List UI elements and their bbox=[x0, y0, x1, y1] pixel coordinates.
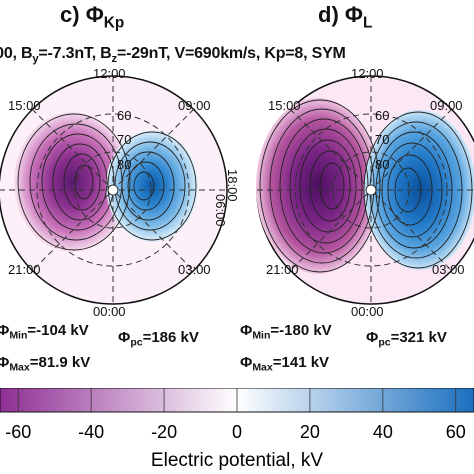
conditions-prefix: :00, B bbox=[0, 45, 33, 62]
panel-d-lat-80: 80 bbox=[375, 157, 390, 172]
panel-d-mlt-00: 00:00 bbox=[351, 304, 384, 319]
panel-c-mlt-00: 00:00 bbox=[93, 304, 126, 319]
panel-c-phi-pc: Φpc=186 kV bbox=[118, 329, 199, 349]
panel-d-subscript: L bbox=[362, 14, 373, 32]
colorbar-tick-label: 20 bbox=[300, 422, 320, 442]
panel-d-label: d) bbox=[318, 2, 339, 27]
panel-d-mlt-15: 15:00 bbox=[268, 98, 301, 113]
bz-subscript: z bbox=[111, 52, 118, 65]
colorbar-tick-label: -60 bbox=[5, 422, 31, 442]
panel-c-mlt-09: 09:00 bbox=[178, 98, 211, 113]
by-value: =-7.3nT, B bbox=[38, 45, 112, 62]
panel-c-lat-80: 80 bbox=[117, 157, 132, 172]
panel-c-mlt-15: 15:00 bbox=[8, 98, 41, 113]
panel-d-phi-min: ΦMin=-180 kV bbox=[240, 322, 332, 342]
panel-c-mlt-03: 03:00 bbox=[178, 262, 211, 277]
panel-c-mlt-18: 18:00 bbox=[225, 169, 240, 202]
panel-d-lat-70: 70 bbox=[375, 132, 390, 147]
panel-c-symbol: Φ bbox=[85, 2, 104, 27]
panel-d-phi-max: ΦMax=141 kV bbox=[240, 354, 330, 374]
panel-c-positive-cell bbox=[106, 130, 198, 242]
colorbar-tick-label: 60 bbox=[446, 422, 466, 442]
panel-d-mlt-12: 12:00 bbox=[351, 66, 384, 81]
colorbar-tick-label: 40 bbox=[373, 422, 393, 442]
colorbar-tick-label: -40 bbox=[78, 422, 104, 442]
panel-d-mlt-03: 03:00 bbox=[432, 262, 465, 277]
panel-d-symbol: Φ bbox=[344, 2, 363, 27]
panel-d-mlt-09: 09:00 bbox=[430, 98, 463, 113]
colorbar-tick-label: -20 bbox=[151, 422, 177, 442]
panel-d-plot bbox=[256, 75, 474, 305]
panel-c-mlt-12: 12:00 bbox=[93, 66, 126, 81]
panel-c-negative-cell bbox=[14, 112, 130, 252]
panel-c-lat-60: 60 bbox=[117, 108, 132, 123]
by-subscript: y bbox=[32, 52, 39, 65]
panel-c-subscript: Kp bbox=[103, 14, 125, 32]
panel-c-phi-max: ΦMax=81.9 kV bbox=[0, 354, 91, 374]
panel-d-mlt-21: 21:00 bbox=[266, 262, 299, 277]
panel-c-mlt-21: 21:00 bbox=[8, 262, 41, 277]
panel-d-title: d) ΦL bbox=[318, 2, 372, 32]
colorbar-ticks: -60 -40 -20 0 20 40 60 bbox=[5, 388, 466, 442]
panel-c-label: c) bbox=[60, 2, 80, 27]
solar-wind-conditions: :00, By=-7.3nT, Bz=-29nT, V=690km/s, Kp=… bbox=[0, 45, 346, 65]
colorbar: -60 -40 -20 0 20 40 60 Electric potential, kV bbox=[0, 388, 474, 471]
panel-c-title: c) ΦKp bbox=[60, 2, 124, 32]
panel-c-phi-min: ΦMin=-104 kV bbox=[0, 322, 89, 342]
colorbar-label: Electric potential, kV bbox=[151, 450, 323, 471]
panel-d-phi-pc: Φpc=321 kV bbox=[366, 329, 447, 349]
panel-c-contours bbox=[17, 113, 197, 251]
panel-c-lat-70: 70 bbox=[117, 132, 132, 147]
colorbar-tick-label: 0 bbox=[232, 422, 242, 442]
panel-d-lat-60: 60 bbox=[375, 108, 390, 123]
panel-c-plot bbox=[0, 75, 228, 305]
bz-value: =-29nT, V=690km/s, Kp=8, SYM bbox=[116, 45, 346, 62]
